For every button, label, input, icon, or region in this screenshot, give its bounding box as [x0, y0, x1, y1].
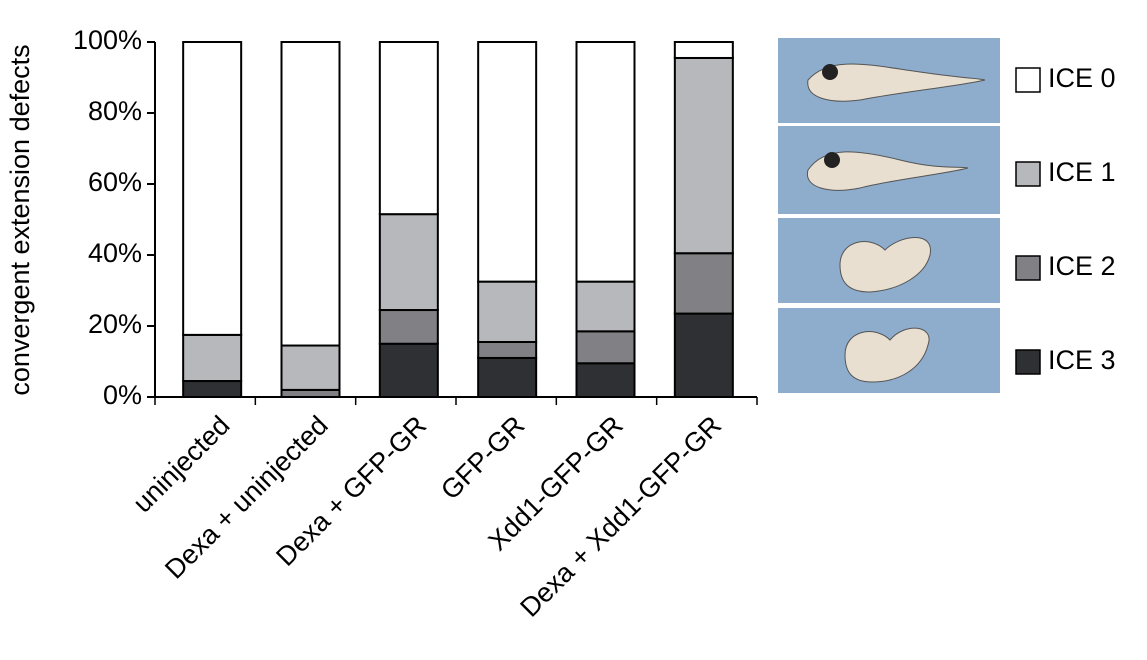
y-tick-label: 60% — [88, 167, 142, 197]
x-tick-label: Dexa + uninjected — [159, 410, 334, 585]
legend-label: ICE 0 — [1048, 63, 1116, 93]
bar-segment — [577, 42, 635, 282]
x-tick-label: GFP-GR — [435, 410, 530, 505]
bar-segment — [577, 363, 635, 397]
bar-segment — [183, 381, 241, 397]
bar-segment — [675, 58, 733, 253]
legend-swatch — [1016, 162, 1040, 186]
bar-segment — [380, 344, 438, 397]
bar-segment — [577, 282, 635, 332]
y-axis-label: convergent extension defects — [5, 44, 35, 395]
y-tick-label: 0% — [103, 380, 142, 410]
bar-segment — [380, 214, 438, 310]
y-tick-label: 80% — [88, 96, 142, 126]
embryo-photos — [778, 38, 1000, 393]
y-tick-label: 20% — [88, 309, 142, 339]
bar-segment — [478, 358, 536, 397]
bar-segment — [478, 282, 536, 342]
bar-segment — [282, 346, 340, 390]
bar-segment — [675, 253, 733, 313]
bar-segment — [282, 390, 340, 397]
bar-segment — [183, 42, 241, 335]
x-tick-label: Dexa + Xdd1-GFP-GR — [514, 410, 727, 623]
bar-segment — [478, 42, 536, 282]
bar-segment — [282, 42, 340, 346]
bar-segment — [675, 314, 733, 397]
legend-swatch — [1016, 256, 1040, 280]
legend-label: ICE 3 — [1048, 345, 1116, 375]
chart: convergent extension defects 0% 20% 40% 60%… — [0, 0, 1147, 660]
legend-swatch — [1016, 68, 1040, 92]
y-tick-label: 100% — [73, 25, 142, 55]
bar-segment — [183, 335, 241, 381]
bar-segment — [478, 342, 536, 358]
bar-segment — [380, 42, 438, 214]
bar-segment — [675, 42, 733, 58]
bar-segment — [577, 331, 635, 363]
legend-swatch — [1016, 350, 1040, 374]
y-tick-label: 40% — [88, 238, 142, 268]
legend-label: ICE 2 — [1048, 251, 1116, 281]
bar-segment — [380, 310, 438, 344]
legend-label: ICE 1 — [1048, 157, 1116, 187]
